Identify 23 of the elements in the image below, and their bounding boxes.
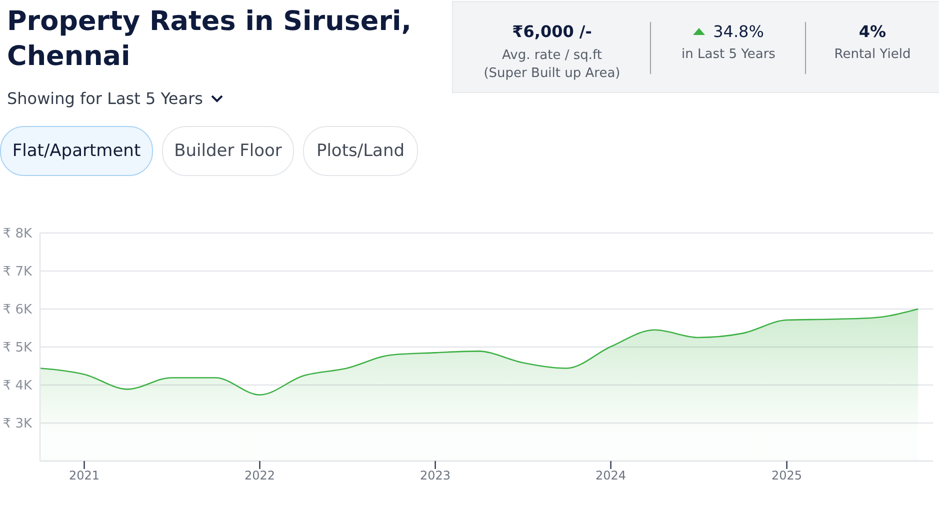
x-tick-label: 2023: [420, 468, 451, 483]
text: 4%: [858, 22, 888, 41]
x-tick-label: 2025: [772, 468, 802, 483]
text: Rental Yield: [833, 47, 912, 62]
text: Plots/Land: [303, 126, 418, 176]
x-tick-label: 2022: [244, 468, 276, 483]
chart-subtitle: Showing for Last 5 Years: [7, 89, 203, 108]
text: (Super Built up Area): [484, 66, 620, 81]
y-tick-label: ₹ 8K: [2, 226, 32, 242]
text: Avg. rate / sq.ft: [502, 48, 602, 63]
y-tick-label: ₹ 6K: [2, 302, 32, 318]
x-tick-label: 2021: [68, 468, 100, 483]
text: in Last 5 Years: [680, 47, 776, 62]
y-tick-label: ₹ 7K: [2, 264, 32, 280]
y-tick-label: ₹ 4K: [2, 378, 32, 394]
text: 34.8%: [713, 22, 764, 41]
text: Flat/Apartment: [0, 126, 153, 176]
y-tick-label: ₹ 3K: [2, 416, 32, 432]
text: ₹6,000 /-: [511, 22, 593, 41]
text: Builder Floor: [162, 126, 294, 176]
chart-title: Property Rates in Siruseri, Chennai: [7, 5, 413, 74]
x-tick-label: 2024: [596, 468, 626, 483]
y-tick-label: ₹ 5K: [2, 340, 32, 356]
